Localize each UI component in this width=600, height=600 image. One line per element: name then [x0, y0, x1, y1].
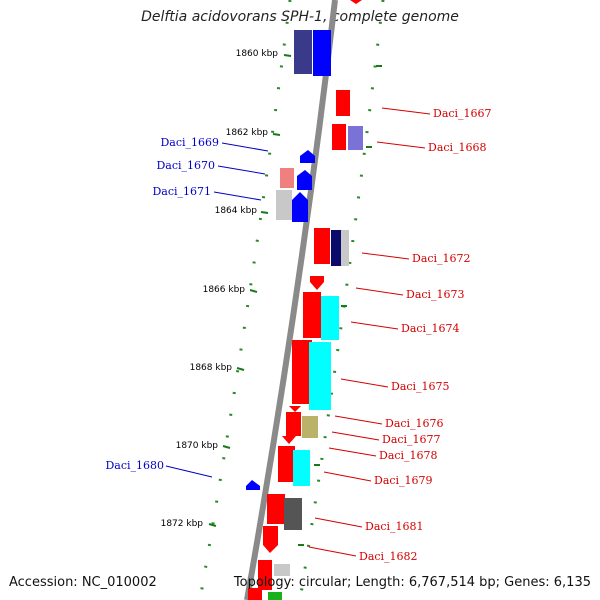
- leader-line: [328, 447, 377, 457]
- leader-line: [308, 546, 357, 557]
- gene-block[interactable]: [284, 498, 302, 530]
- gene-block[interactable]: [302, 416, 318, 438]
- gene-block[interactable]: [348, 126, 363, 150]
- gene-block[interactable]: [309, 342, 331, 410]
- gene-block[interactable]: [314, 228, 330, 264]
- gene-arrow[interactable]: [292, 192, 308, 222]
- leader-line: [381, 107, 431, 115]
- tick-mark: [260, 211, 269, 214]
- leader-line: [350, 321, 399, 330]
- gene-block[interactable]: [267, 494, 285, 524]
- tick-label: 1866 kbp: [203, 285, 246, 295]
- map-title: Delftia acidovorans SPH-1, complete geno…: [141, 9, 459, 25]
- tick-mark: [283, 54, 292, 57]
- gene-block[interactable]: [248, 588, 262, 600]
- tick-mark: [249, 289, 258, 293]
- gene-label[interactable]: Daci_1670: [156, 159, 215, 172]
- gene-block[interactable]: [280, 168, 294, 188]
- gene-label[interactable]: Daci_1675: [391, 380, 450, 393]
- gene-arrow[interactable]: [289, 406, 301, 412]
- tick-label: 1860 kbp: [236, 49, 279, 59]
- gene-label[interactable]: Daci_1676: [385, 417, 444, 430]
- leader-line: [314, 517, 363, 528]
- tick-mark: [222, 445, 231, 449]
- tick-label: 1872 kbp: [161, 519, 204, 529]
- gene-block[interactable]: [292, 340, 312, 404]
- gene-label[interactable]: Daci_1677: [382, 433, 441, 446]
- tick-mark: [236, 367, 245, 371]
- leader-line: [213, 191, 262, 201]
- gene-arrow[interactable]: [297, 170, 312, 190]
- gene-label[interactable]: Daci_1668: [428, 141, 487, 154]
- gene-label[interactable]: Daci_1680: [105, 459, 164, 472]
- leader-line: [355, 287, 404, 296]
- gene-label[interactable]: Daci_1674: [401, 322, 460, 335]
- gene-arrow[interactable]: [263, 526, 278, 553]
- gene-label[interactable]: Daci_1681: [365, 520, 424, 533]
- gene-block[interactable]: [321, 296, 339, 340]
- gene-block[interactable]: [341, 230, 349, 266]
- gene-block[interactable]: [274, 564, 290, 576]
- gene-block[interactable]: [294, 30, 312, 74]
- gene-block[interactable]: [331, 230, 341, 266]
- leader-line: [323, 471, 372, 482]
- gene-label[interactable]: Daci_1673: [406, 288, 465, 301]
- leader-line: [331, 431, 380, 441]
- tick-label: 1868 kbp: [190, 363, 233, 373]
- tick-mark: [272, 133, 281, 136]
- genome-summary: Topology: circular; Length: 6,767,514 bp…: [233, 575, 591, 590]
- gene-label[interactable]: Daci_1672: [412, 252, 471, 265]
- leader-line: [165, 465, 213, 478]
- gene-block[interactable]: [313, 30, 331, 76]
- gene-block[interactable]: [268, 592, 282, 600]
- leader-line: [334, 415, 383, 425]
- gene-arrow[interactable]: [300, 150, 315, 163]
- gene-arrow[interactable]: [310, 276, 324, 290]
- gene-top-partial[interactable]: [350, 0, 362, 4]
- leader-line: [376, 141, 426, 149]
- gene-label[interactable]: Daci_1682: [359, 550, 418, 563]
- gene-block[interactable]: [286, 412, 301, 436]
- gene-block[interactable]: [332, 124, 346, 150]
- accession-text: Accession: NC_010002: [9, 575, 157, 590]
- tick-label: 1864 kbp: [215, 206, 258, 216]
- tick-label: 1870 kbp: [176, 441, 219, 451]
- gene-block[interactable]: [303, 292, 321, 338]
- gene-block[interactable]: [278, 446, 295, 482]
- gene-block[interactable]: [336, 90, 350, 116]
- gene-block[interactable]: [276, 190, 292, 220]
- gene-label[interactable]: Daci_1678: [379, 449, 438, 462]
- gene-label[interactable]: Daci_1671: [152, 185, 211, 198]
- gene-arrow[interactable]: [282, 436, 296, 444]
- gene-label[interactable]: Daci_1667: [433, 107, 492, 120]
- gene-label[interactable]: Daci_1679: [374, 474, 433, 487]
- gene-block[interactable]: [293, 450, 310, 486]
- gene-block[interactable]: [258, 560, 272, 590]
- gene-arrow[interactable]: [246, 480, 260, 490]
- leader-line: [221, 142, 269, 152]
- leader-line: [340, 378, 389, 388]
- leader-line: [361, 252, 410, 260]
- tick-label: 1862 kbp: [226, 128, 269, 138]
- leader-line: [217, 165, 266, 175]
- genome-backbone: [244, 0, 338, 600]
- tick-mark: [208, 523, 217, 527]
- gene-label[interactable]: Daci_1669: [160, 136, 219, 149]
